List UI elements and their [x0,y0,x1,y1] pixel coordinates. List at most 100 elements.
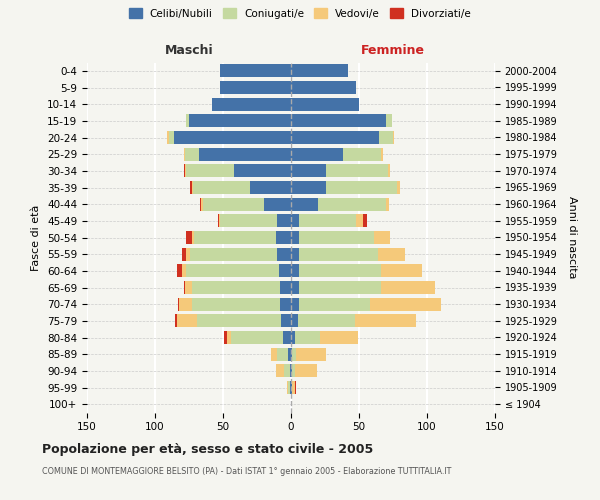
Bar [299,281,381,294]
Bar [386,198,389,210]
Bar [186,264,279,278]
Bar [177,314,197,328]
Bar [199,148,291,160]
Bar [277,248,291,260]
Bar [186,114,189,128]
Bar [182,248,186,260]
Bar [326,164,388,177]
Bar [291,164,326,177]
Bar [218,214,219,228]
Bar [299,214,356,228]
Bar [224,331,227,344]
Bar [203,198,264,210]
Bar [200,198,201,210]
Text: COMUNE DI MONTEMAGGIORE BELSITO (PA) - Dati ISTAT 1° gennaio 2005 - Elaborazione: COMUNE DI MONTEMAGGIORE BELSITO (PA) - D… [42,468,451,476]
Bar [292,364,295,378]
Bar [291,214,299,228]
Bar [291,248,299,260]
Bar [192,281,280,294]
Bar [355,314,416,328]
Bar [212,98,291,110]
Bar [250,181,291,194]
Bar [193,181,250,194]
Bar [378,248,405,260]
Bar [291,331,295,344]
Bar [318,198,386,210]
Bar [280,298,291,310]
Bar [169,131,174,144]
Bar [189,114,291,128]
Bar [174,131,291,144]
Bar [186,248,190,260]
Bar [290,364,291,378]
Bar [220,214,277,228]
Legend: Celibi/Nubili, Coniugati/e, Vedovi/e, Divorziati/e: Celibi/Nubili, Coniugati/e, Vedovi/e, Di… [126,5,474,21]
Bar [192,181,193,194]
Bar [201,198,203,210]
Bar [194,231,276,244]
Bar [184,281,185,294]
Bar [276,231,291,244]
Y-axis label: Fasce di età: Fasce di età [31,204,41,270]
Bar [393,131,394,144]
Bar [299,248,378,260]
Bar [182,264,186,278]
Bar [288,381,290,394]
Bar [291,81,356,94]
Bar [291,131,379,144]
Bar [292,348,296,360]
Bar [234,164,291,177]
Bar [295,331,320,344]
Bar [185,164,186,177]
Bar [388,164,390,177]
Bar [291,364,292,378]
Text: Maschi: Maschi [164,44,214,58]
Bar [397,181,400,194]
Bar [231,331,283,344]
Bar [296,348,326,360]
Bar [291,281,299,294]
Bar [190,181,192,194]
Bar [386,114,392,128]
Bar [291,198,318,210]
Bar [192,231,194,244]
Bar [291,181,326,194]
Bar [291,264,299,278]
Bar [291,298,299,310]
Bar [280,281,291,294]
Bar [190,248,277,260]
Bar [283,331,291,344]
Bar [276,364,284,378]
Bar [381,148,383,160]
Bar [292,381,295,394]
Bar [179,298,192,310]
Bar [295,381,296,394]
Bar [291,98,359,110]
Bar [288,348,291,360]
Bar [320,331,358,344]
Bar [185,148,199,160]
Bar [277,214,291,228]
Bar [184,148,185,160]
Bar [291,381,292,394]
Bar [279,264,291,278]
Bar [298,314,355,328]
Bar [299,298,370,310]
Bar [175,314,177,328]
Bar [299,231,374,244]
Bar [220,81,291,94]
Text: Popolazione per età, sesso e stato civile - 2005: Popolazione per età, sesso e stato civil… [42,442,373,456]
Bar [291,314,298,328]
Bar [374,231,390,244]
Bar [271,348,277,360]
Bar [291,231,299,244]
Bar [381,264,422,278]
Y-axis label: Anni di nascita: Anni di nascita [567,196,577,278]
Bar [219,214,220,228]
Bar [291,114,386,128]
Bar [290,381,291,394]
Bar [363,214,367,228]
Bar [287,381,288,394]
Bar [220,64,291,78]
Bar [192,298,280,310]
